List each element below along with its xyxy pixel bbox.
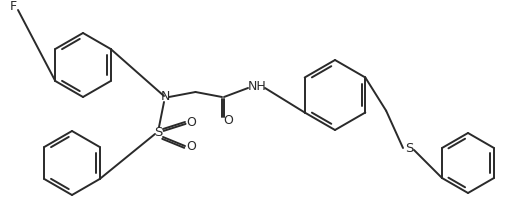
Text: S: S xyxy=(154,125,162,138)
Text: N: N xyxy=(160,91,170,104)
Text: O: O xyxy=(186,115,196,128)
Text: F: F xyxy=(10,0,16,13)
Text: O: O xyxy=(186,140,196,153)
Text: NH: NH xyxy=(248,79,267,92)
Text: O: O xyxy=(223,114,233,127)
Text: S: S xyxy=(405,141,413,154)
